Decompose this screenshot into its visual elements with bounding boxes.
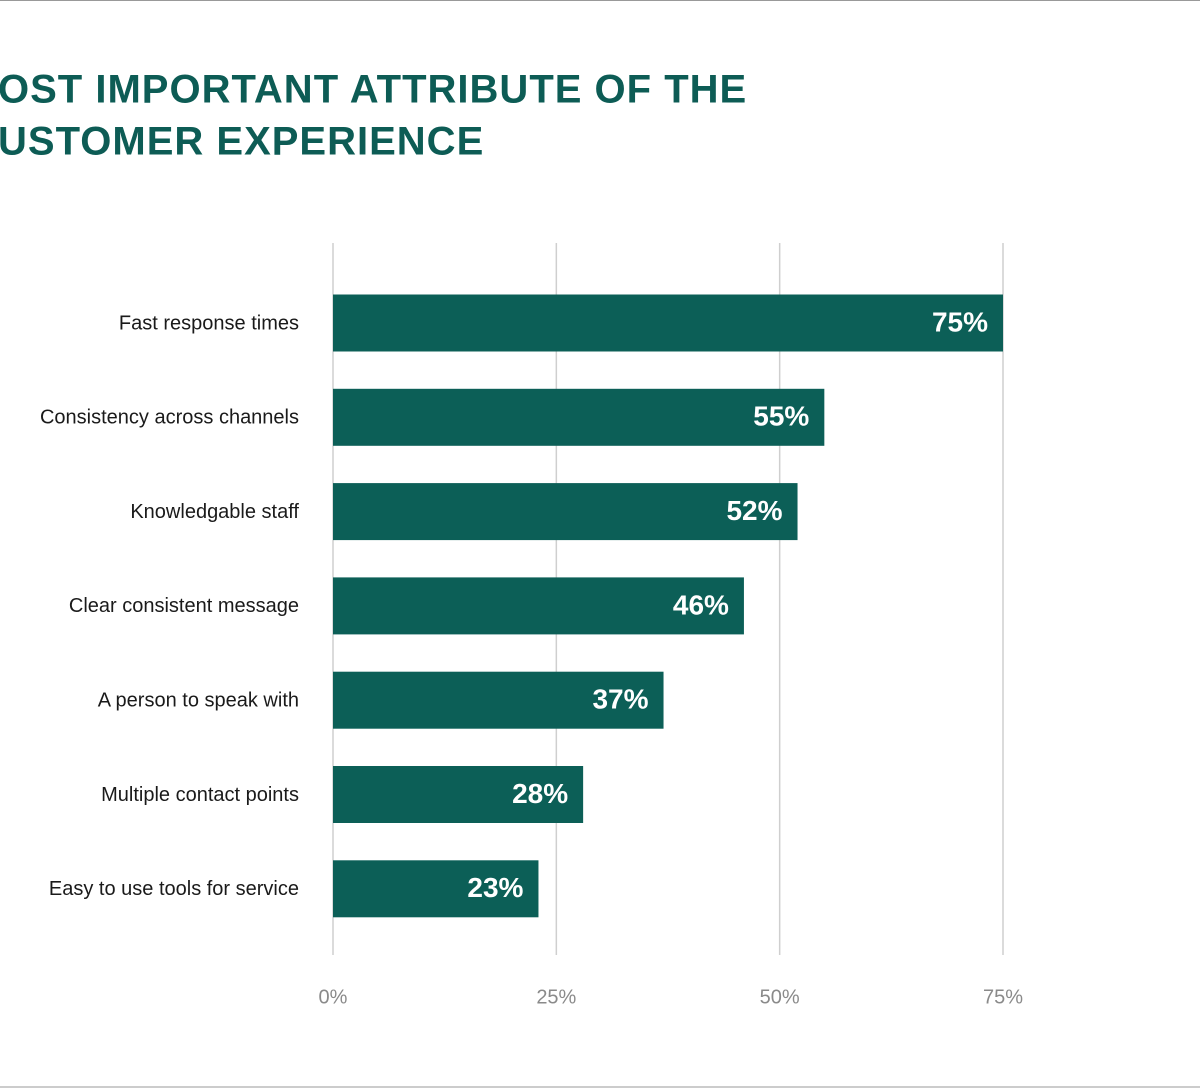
x-tick-label: 25%: [536, 986, 576, 1008]
bar: [333, 671, 664, 729]
bar: [333, 860, 539, 918]
value-label: 52%: [726, 495, 782, 526]
bar: [333, 294, 1003, 352]
y-tick-label: Knowledgable staff: [130, 501, 299, 523]
y-tick-label: Easy to use tools for service: [49, 878, 299, 900]
value-label: 55%: [753, 401, 809, 432]
y-tick-label: A person to speak with: [98, 689, 299, 711]
x-tick-label: 50%: [760, 986, 800, 1008]
value-label: 75%: [932, 306, 988, 337]
value-label: 28%: [512, 778, 568, 809]
y-tick-label: Consistency across channels: [40, 407, 299, 429]
y-tick-label: Fast response times: [119, 312, 299, 334]
value-label: 37%: [592, 684, 648, 715]
value-label: 46%: [673, 589, 729, 620]
bar: [333, 388, 825, 446]
value-label: 23%: [467, 872, 523, 903]
bar: [333, 766, 584, 823]
x-tick-label: 75%: [983, 986, 1023, 1008]
y-tick-label: Multiple contact points: [101, 784, 299, 806]
bar: [333, 483, 798, 541]
chart-title: USTOMER EXPERIENCE: [0, 120, 484, 164]
y-tick-label: Clear consistent message: [69, 595, 299, 617]
x-tick-label: 0%: [319, 986, 348, 1008]
chart-title: OST IMPORTANT ATTRIBUTE OF THE: [0, 68, 747, 112]
bar: [333, 577, 744, 635]
